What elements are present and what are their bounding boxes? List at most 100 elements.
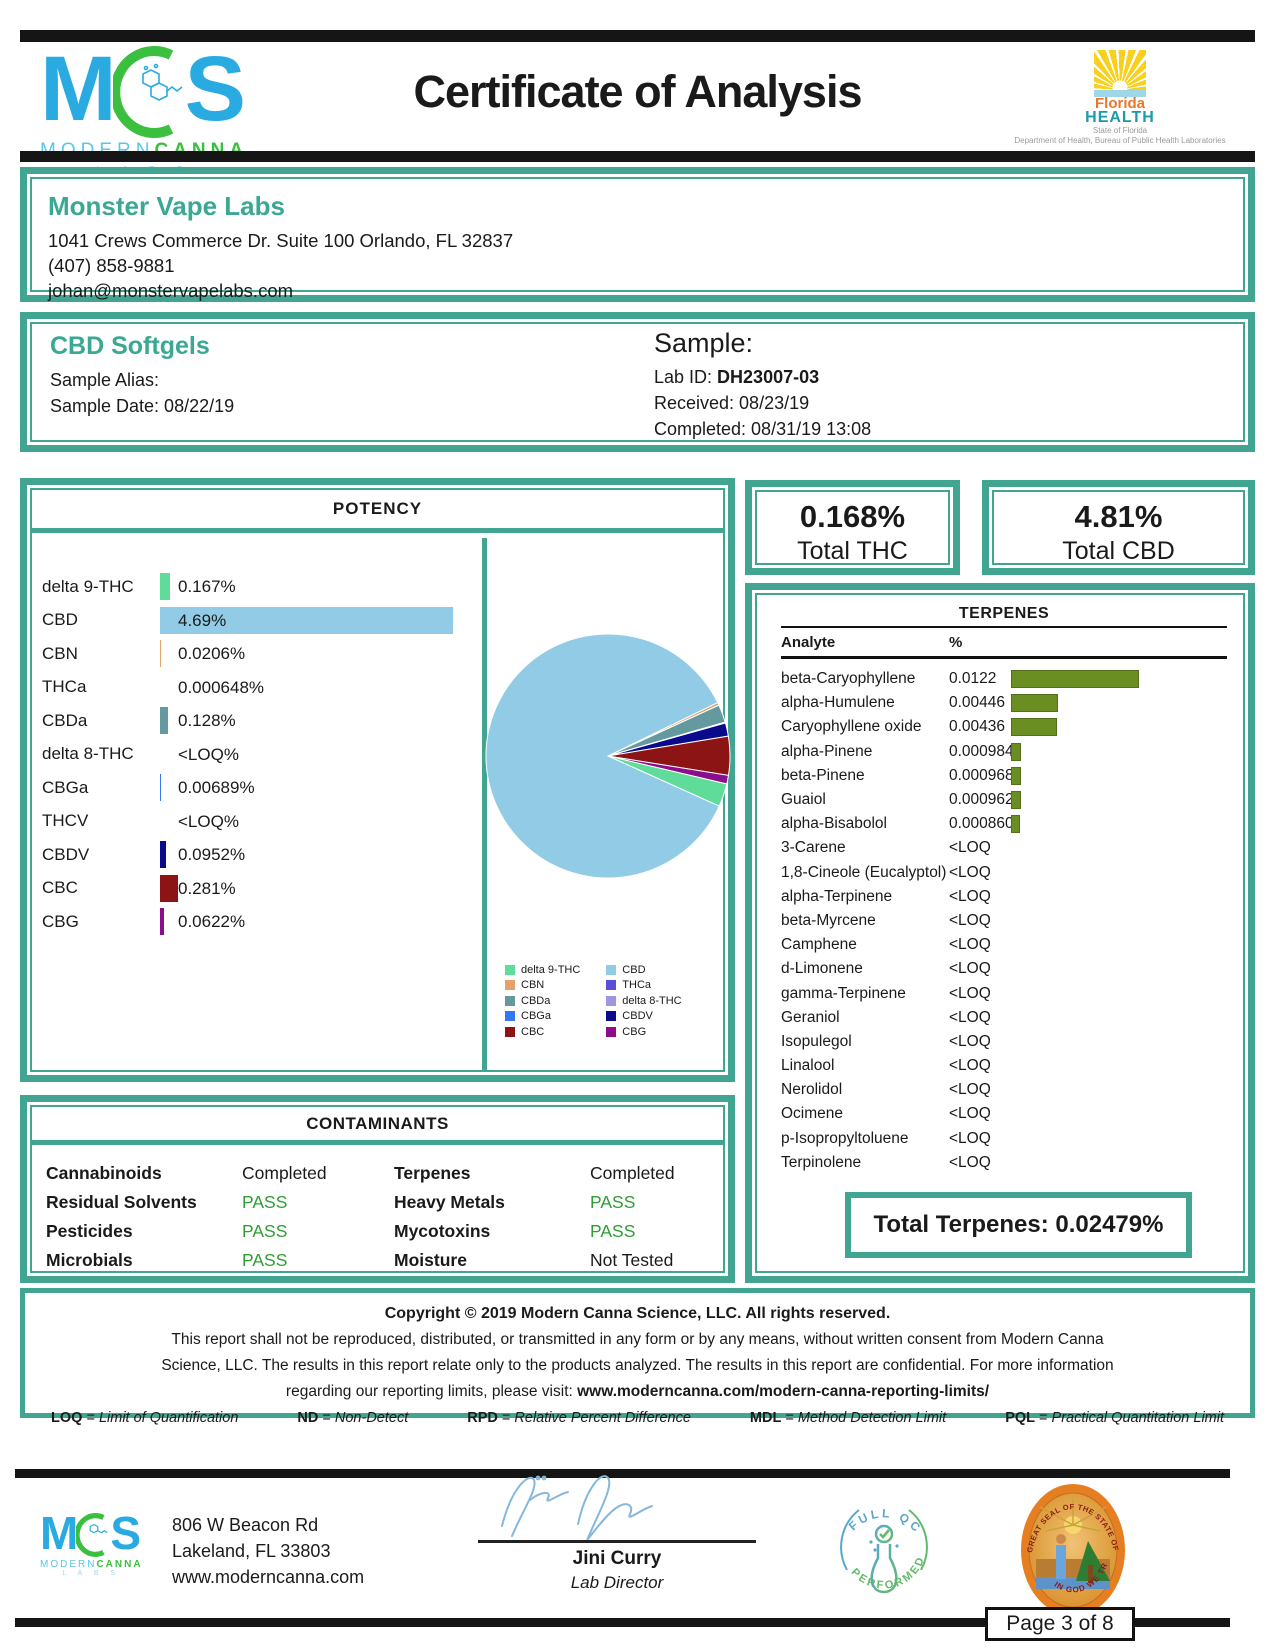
reporting-limits-url: www.moderncanna.com/modern-canna-reporti…: [577, 1383, 990, 1400]
legend-label: CBC: [521, 1025, 545, 1038]
total-thc-value: 0.168%: [799, 499, 906, 534]
terpene-row: Camphene <LOQ: [781, 933, 1227, 957]
terpene-row: beta-Myrcene <LOQ: [781, 909, 1227, 933]
terpene-bar-cell: [1011, 1030, 1227, 1054]
potency-value: 0.0622%: [178, 912, 246, 932]
header-divider-bar: [20, 151, 1255, 162]
contaminant-row: Pesticides PASS Mycotoxins PASS: [46, 1217, 723, 1246]
terpene-row: Nerolidol <LOQ: [781, 1078, 1227, 1102]
legend-swatch: [505, 1011, 515, 1022]
copyright-line4: regarding our reporting limits, please v…: [25, 1383, 1250, 1401]
abbreviation-item: ND = Non-Detect: [297, 1410, 409, 1426]
terpene-row: 1,8-Cineole (Eucalyptol) <LOQ: [781, 861, 1227, 885]
terpene-bar-cell: [1011, 1006, 1227, 1030]
pie-slice-CBD: [485, 633, 720, 879]
sample-panel: CBD Softgels Sample Alias: Sample Date: …: [20, 312, 1255, 452]
abbreviation-item: LOQ = Limit of Quantification: [51, 1410, 239, 1426]
potency-bar: [160, 908, 164, 936]
legend-item: CBN: [505, 978, 580, 994]
terpene-value: <LOQ: [949, 1008, 991, 1026]
terpene-row: Geraniol <LOQ: [781, 1006, 1227, 1030]
legend-item: CBC: [505, 1024, 580, 1040]
potency-value: 0.0952%: [178, 845, 246, 865]
potency-row: CBGa 0.00689%: [32, 771, 482, 805]
contaminant-row: Cannabinoids Completed Terpenes Completed: [46, 1159, 723, 1188]
contaminants-panel: CONTAMINANTS Cannabinoids Completed Terpen…: [20, 1095, 735, 1283]
potency-bar-cell: 0.00689%: [160, 771, 482, 804]
potency-analyte-label: THCV: [42, 811, 89, 831]
legend-swatch: [505, 964, 515, 975]
legend-item: CBD: [606, 962, 681, 978]
contaminants-title: CONTAMINANTS: [32, 1107, 723, 1145]
copyright-line2: This report shall not be reproduced, dis…: [171, 1331, 1104, 1348]
terpene-value: <LOQ: [949, 960, 991, 978]
potency-row: CBC 0.281%: [32, 872, 482, 906]
legend-item: delta 8-THC: [606, 993, 682, 1009]
abbreviation-legend: LOQ = Limit of Quantification ND = Non-De…: [25, 1410, 1250, 1426]
terpene-analyte: Guaiol: [781, 791, 826, 809]
legend-label: CBGa: [521, 1010, 551, 1023]
terpene-bar-cell: [1011, 667, 1227, 691]
sample-lab-id: Lab ID: DH23007-03: [654, 364, 871, 390]
sample-date: Sample Date: 08/22/19: [50, 396, 235, 416]
potency-row: CBDa 0.128%: [32, 704, 482, 738]
terpene-bar-cell: [1011, 788, 1227, 812]
florida-health-logo: Florida HEALTH State of Florida Departme…: [1000, 50, 1240, 146]
abbreviation-definition: Practical Quantitation Limit: [1051, 1410, 1224, 1426]
terpene-row: Isopulegol <LOQ: [781, 1030, 1227, 1054]
terpene-bar-cell: [1011, 933, 1227, 957]
client-address: 1041 Crews Commerce Dr. Suite 100 Orland…: [48, 230, 514, 251]
footer-mcs-logo: M S MODERNCANNA L A B S: [40, 1510, 143, 1577]
potency-bar-cell: 0.281%: [160, 872, 482, 905]
terpene-analyte: Isopulegol: [781, 1032, 852, 1050]
florida-state-seal: GREAT SEAL OF THE STATE OF FLORIDA IN GO…: [1018, 1481, 1125, 1616]
terpene-value: 0.0122: [949, 670, 997, 688]
terpenes-col-percent: %: [949, 634, 963, 651]
sample-product-block: CBD Softgels Sample Alias: Sample Date: …: [50, 332, 234, 419]
footer-bottom-bar: [15, 1618, 1230, 1627]
terpene-analyte: 1,8-Cineole (Eucalyptol): [781, 863, 947, 881]
potency-analyte-label: CBN: [42, 643, 78, 663]
potency-title: POTENCY: [32, 490, 723, 533]
potency-bar-cell: 0.000648%: [160, 671, 482, 704]
potency-analyte-label: CBDa: [42, 710, 88, 730]
footer-address1: 806 W Beacon Rd: [172, 1515, 319, 1535]
terpene-value: <LOQ: [949, 936, 991, 954]
contaminant-status: PASS: [242, 1192, 288, 1212]
potency-analyte-label: CBD: [42, 610, 78, 630]
florida-health-florida: Florida: [1094, 95, 1145, 112]
potency-bar-chart: delta 9-THC 0.167% CBD 4.69% CBN 0.0206% THCa 0…: [32, 538, 482, 1070]
abbreviation-term: MDL: [749, 1410, 782, 1426]
contaminant-label: Residual Solvents: [46, 1192, 197, 1212]
legend-label: delta 9-THC: [521, 963, 581, 976]
terpene-bar: [1011, 815, 1020, 834]
mcs-logo-crescent-icon: [112, 46, 183, 138]
abbreviation-item: RPD = Relative Percent Difference: [467, 1410, 691, 1426]
terpene-analyte: Terpinolene: [781, 1153, 862, 1171]
legend-label: CBN: [521, 979, 545, 992]
client-phone: (407) 858-9881: [48, 255, 175, 276]
potency-bar: [160, 874, 178, 902]
terpene-analyte: beta-Myrcene: [781, 911, 876, 929]
terpene-bar-cell: [1011, 691, 1227, 715]
terpene-value: <LOQ: [949, 887, 991, 905]
florida-health-subtitle1: State of Florida: [1092, 126, 1148, 135]
terpene-row: p-Isopropyltoluene <LOQ: [781, 1127, 1227, 1151]
terpenes-column-headers: Analyte %: [781, 628, 1227, 659]
terpene-value: <LOQ: [949, 863, 991, 881]
terpene-value: <LOQ: [949, 1153, 991, 1171]
potency-value: 4.69%: [178, 610, 227, 630]
potency-bar-cell: 4.69%: [160, 604, 482, 637]
abbreviation-term: ND: [297, 1410, 319, 1426]
full-qc-performed-seal: FULL QC PERFORMED: [840, 1506, 928, 1594]
terpene-analyte: d-Limonene: [781, 960, 863, 978]
footer-logo-canna: CANNA: [96, 1559, 143, 1570]
terpene-bar-cell: [1011, 885, 1227, 909]
potency-bar: [160, 606, 453, 634]
abbreviation-item: MDL = Method Detection Limit: [749, 1410, 947, 1426]
copyright-line1: Copyright © 2019 Modern Canna Science, L…: [384, 1305, 891, 1322]
terpene-value: 0.000968: [949, 766, 1014, 784]
legend-label: delta 8-THC: [622, 994, 682, 1007]
potency-row: delta 8-THC <LOQ%: [32, 738, 482, 772]
potency-row: delta 9-THC 0.167%: [32, 570, 482, 604]
